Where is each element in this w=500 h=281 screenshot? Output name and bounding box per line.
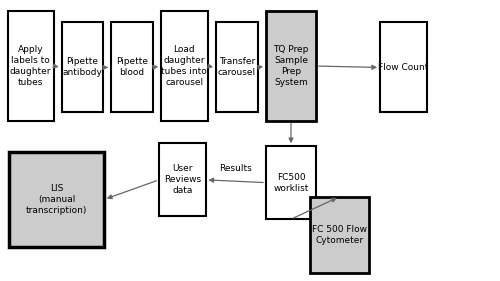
Text: Load
daughter
tubes into
carousel: Load daughter tubes into carousel [162, 45, 207, 87]
Bar [380, 22, 426, 112]
Text: Pipette
blood: Pipette blood [116, 57, 148, 78]
Text: Transfer
carousel: Transfer carousel [218, 57, 256, 78]
Text: FC 500 Flow
Cytometer: FC 500 Flow Cytometer [312, 225, 367, 245]
Bar [159, 143, 206, 216]
Text: LIS
(manual
transcription): LIS (manual transcription) [26, 184, 87, 215]
Bar [216, 22, 258, 112]
Text: Flow Count: Flow Count [378, 63, 428, 72]
Bar [266, 146, 316, 219]
Bar [111, 22, 152, 112]
Text: Pipette
antibody: Pipette antibody [62, 57, 102, 78]
Text: Results: Results [220, 164, 252, 173]
Text: Apply
labels to
daughter
tubes: Apply labels to daughter tubes [10, 45, 51, 87]
Text: FC500
worklist: FC500 worklist [274, 173, 308, 193]
Bar [161, 11, 208, 121]
Text: TQ Prep
Sample
Prep
System: TQ Prep Sample Prep System [274, 45, 308, 87]
Bar [8, 11, 54, 121]
Text: User
Reviews
data: User Reviews data [164, 164, 201, 196]
Bar [266, 11, 316, 121]
Bar [62, 22, 103, 112]
Bar [9, 152, 104, 247]
Bar [310, 197, 369, 273]
